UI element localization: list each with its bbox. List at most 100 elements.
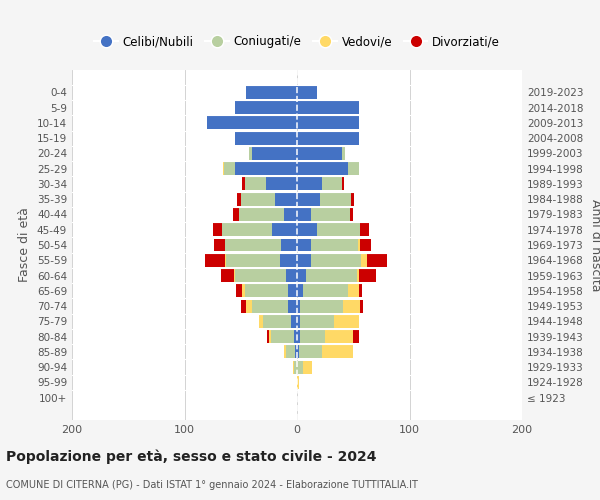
Bar <box>297 147 346 160</box>
Bar <box>286 346 297 358</box>
Bar <box>297 162 359 175</box>
Y-axis label: Anni di nascita: Anni di nascita <box>589 198 600 291</box>
Bar <box>275 192 297 205</box>
Bar <box>297 346 353 358</box>
Bar <box>239 208 297 221</box>
Bar <box>297 116 359 130</box>
Bar <box>235 101 297 114</box>
Bar <box>221 224 297 236</box>
Bar <box>207 116 297 130</box>
Bar <box>297 178 342 190</box>
Bar <box>297 86 317 99</box>
Bar <box>297 376 299 389</box>
Bar <box>221 269 297 282</box>
Bar <box>280 254 297 266</box>
Bar <box>271 330 297 343</box>
Bar <box>297 192 320 205</box>
Bar <box>297 147 346 160</box>
Bar <box>233 208 297 221</box>
Bar <box>245 178 297 190</box>
Bar <box>297 162 359 175</box>
Bar <box>297 208 350 221</box>
Bar <box>226 254 297 266</box>
Bar <box>297 132 359 144</box>
Bar <box>269 330 297 343</box>
Bar <box>247 300 297 312</box>
Bar <box>297 254 367 266</box>
Text: COMUNE DI CITERNA (PG) - Dati ISTAT 1° gennaio 2024 - Elaborazione TUTTITALIA.IT: COMUNE DI CITERNA (PG) - Dati ISTAT 1° g… <box>6 480 418 490</box>
Bar <box>259 315 297 328</box>
Bar <box>225 238 297 252</box>
Bar <box>297 300 301 312</box>
Bar <box>297 284 362 298</box>
Bar <box>272 224 297 236</box>
Bar <box>297 101 359 114</box>
Bar <box>297 192 351 205</box>
Bar <box>297 330 325 343</box>
Bar <box>235 132 297 144</box>
Bar <box>207 116 297 130</box>
Bar <box>297 132 359 144</box>
Bar <box>297 208 353 221</box>
Bar <box>223 162 297 175</box>
Bar <box>297 192 351 205</box>
Bar <box>297 192 355 205</box>
Bar <box>225 254 297 266</box>
Bar <box>293 330 297 343</box>
Bar <box>242 284 297 298</box>
Bar <box>297 269 356 282</box>
Bar <box>225 238 297 252</box>
Bar <box>297 300 364 312</box>
Bar <box>293 360 297 374</box>
Bar <box>235 269 297 282</box>
Bar <box>214 238 297 252</box>
Bar <box>265 178 297 190</box>
Bar <box>259 315 297 328</box>
Bar <box>297 284 347 298</box>
Bar <box>224 162 297 175</box>
Bar <box>297 315 359 328</box>
Bar <box>297 254 361 266</box>
Bar <box>248 147 297 160</box>
Bar <box>297 116 359 130</box>
Bar <box>281 238 297 252</box>
Bar <box>293 360 297 374</box>
Bar <box>248 147 297 160</box>
Bar <box>297 238 371 252</box>
Bar <box>284 208 297 221</box>
Bar <box>295 346 297 358</box>
Bar <box>297 178 344 190</box>
Bar <box>236 284 297 298</box>
Bar <box>284 346 297 358</box>
Bar <box>286 269 297 282</box>
Bar <box>297 330 353 343</box>
Bar <box>248 147 297 160</box>
Bar <box>297 269 306 282</box>
Bar <box>297 315 301 328</box>
Bar <box>297 330 301 343</box>
Bar <box>293 360 297 374</box>
Bar <box>235 132 297 144</box>
Bar <box>242 178 297 190</box>
Bar <box>266 330 297 343</box>
Bar <box>297 132 359 144</box>
Bar <box>297 238 360 252</box>
Bar <box>297 132 359 144</box>
Bar <box>292 315 297 328</box>
Bar <box>223 162 297 175</box>
Bar <box>238 192 297 205</box>
Bar <box>212 224 297 236</box>
Bar <box>234 269 297 282</box>
Bar <box>297 86 317 99</box>
Bar <box>239 208 297 221</box>
Bar <box>241 192 297 205</box>
Bar <box>247 86 297 99</box>
Bar <box>235 132 297 144</box>
Bar <box>297 300 360 312</box>
Bar <box>297 208 350 221</box>
Bar <box>297 116 359 130</box>
Bar <box>297 162 359 175</box>
Bar <box>247 86 297 99</box>
Bar <box>297 346 299 358</box>
Bar <box>235 162 297 175</box>
